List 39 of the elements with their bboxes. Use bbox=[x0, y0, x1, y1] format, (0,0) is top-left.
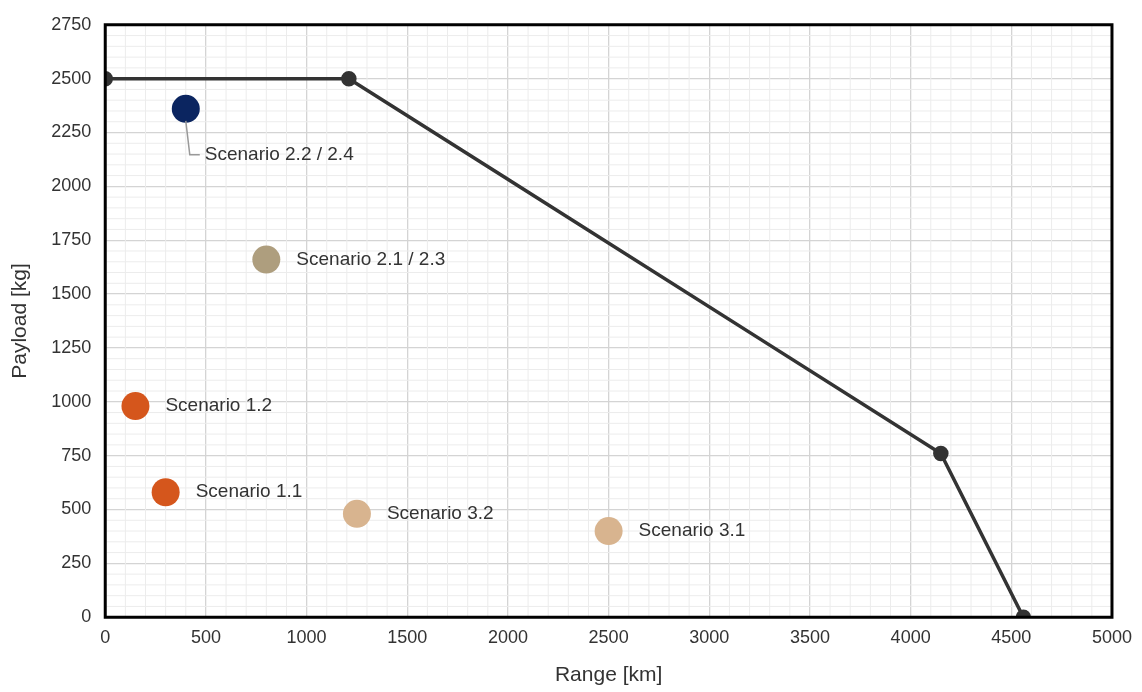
x-tick-label: 500 bbox=[190, 626, 221, 647]
series-label: Scenario 3.2 bbox=[386, 502, 494, 524]
x-tick-label: 1500 bbox=[387, 626, 428, 647]
y-tick-label: 2500 bbox=[51, 67, 92, 88]
point bbox=[594, 517, 623, 546]
y-tick-label: 250 bbox=[61, 552, 92, 573]
point bbox=[341, 70, 357, 87]
point bbox=[252, 245, 281, 274]
x-tick-label: 2000 bbox=[487, 626, 528, 647]
point bbox=[171, 94, 200, 123]
y-tick-label: 0 bbox=[81, 606, 92, 627]
y-tick-label: 2750 bbox=[51, 13, 92, 34]
x-tick-label: 5000 bbox=[1091, 626, 1132, 647]
x-tick-label: 4500 bbox=[991, 626, 1032, 647]
point bbox=[342, 499, 371, 528]
y-tick-label: 1000 bbox=[51, 390, 92, 411]
series-label: Scenario 1.1 bbox=[195, 480, 303, 502]
x-axis-title: Range [km] bbox=[554, 662, 663, 686]
x-tick-label: 3500 bbox=[789, 626, 830, 647]
y-tick-label: 750 bbox=[61, 444, 92, 465]
x-tick-label: 0 bbox=[100, 626, 111, 647]
y-tick-label: 2000 bbox=[51, 175, 92, 196]
series-label: Scenario 3.1 bbox=[638, 519, 746, 541]
series-label: Scenario 1.2 bbox=[165, 394, 273, 416]
series-label: Scenario 2.2 / 2.4 bbox=[204, 143, 355, 165]
point bbox=[151, 478, 180, 507]
y-tick-label: 1250 bbox=[51, 336, 92, 357]
x-tick-label: 3000 bbox=[689, 626, 730, 647]
y-tick-label: 2250 bbox=[51, 121, 92, 142]
y-axis-title: Payload [kg] bbox=[7, 263, 31, 379]
y-tick-label: 500 bbox=[61, 498, 92, 519]
y-tick-label: 1750 bbox=[51, 229, 92, 250]
x-tick-label: 4000 bbox=[890, 626, 931, 647]
y-tick-label: 1500 bbox=[51, 283, 92, 304]
point bbox=[933, 445, 949, 462]
x-tick-label: 1000 bbox=[286, 626, 327, 647]
series-label: Scenario 2.1 / 2.3 bbox=[296, 247, 446, 269]
point bbox=[121, 392, 150, 421]
x-tick-label: 2500 bbox=[588, 626, 629, 647]
